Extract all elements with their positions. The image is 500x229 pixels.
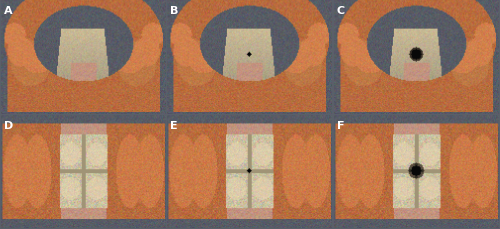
Text: C: C <box>337 6 345 16</box>
Text: B: B <box>170 6 179 16</box>
Text: F: F <box>337 121 344 131</box>
Text: D: D <box>4 121 13 131</box>
Text: E: E <box>170 121 178 131</box>
Text: A: A <box>4 6 12 16</box>
